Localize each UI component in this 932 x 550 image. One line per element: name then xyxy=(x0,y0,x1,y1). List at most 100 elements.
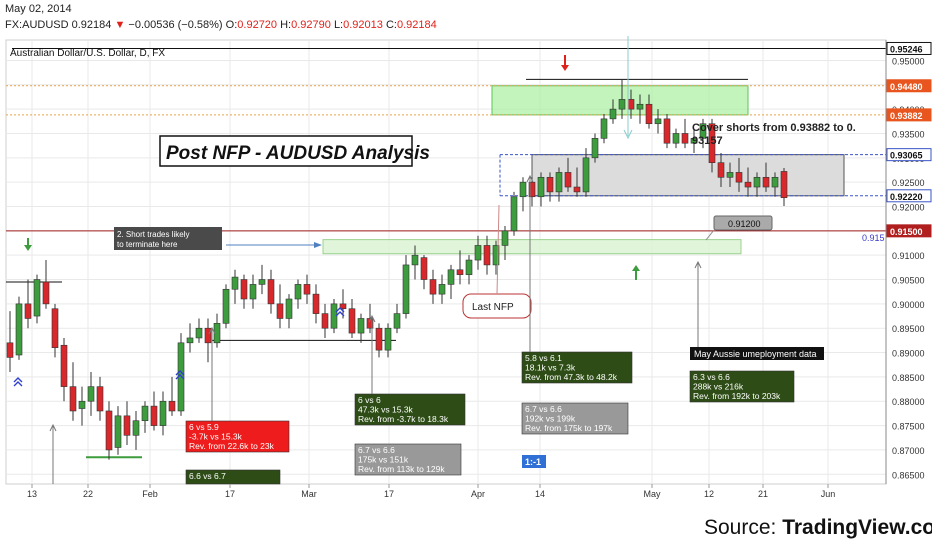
candle-body[interactable] xyxy=(546,176,554,193)
candle-body[interactable] xyxy=(384,327,392,351)
open-value: 0.92720 xyxy=(237,19,278,31)
candle-body[interactable] xyxy=(510,196,518,232)
candle-body[interactable] xyxy=(411,254,419,266)
candle-body[interactable] xyxy=(780,171,788,199)
candle-body[interactable] xyxy=(429,279,437,295)
candle-body[interactable] xyxy=(195,327,203,339)
price-label-box xyxy=(886,41,932,55)
candle-body[interactable] xyxy=(267,279,275,305)
candle-body[interactable] xyxy=(726,172,734,178)
candle-body[interactable] xyxy=(402,264,410,314)
candle-body[interactable] xyxy=(96,386,104,412)
x-tick-label: Apr xyxy=(471,489,485,499)
candle-body[interactable] xyxy=(51,308,59,348)
candle-body[interactable] xyxy=(528,181,536,198)
candle-body[interactable] xyxy=(186,337,194,344)
candle-body[interactable] xyxy=(375,327,383,351)
x-tick-label: 12 xyxy=(704,489,714,499)
candle-body[interactable] xyxy=(717,162,725,178)
candle-body[interactable] xyxy=(321,313,329,329)
candle-body[interactable] xyxy=(249,284,257,300)
candle-body[interactable] xyxy=(573,186,581,193)
candle-body[interactable] xyxy=(159,400,167,426)
candle-body[interactable] xyxy=(393,313,401,329)
candle-body[interactable] xyxy=(663,118,671,144)
candle-body[interactable] xyxy=(339,303,347,310)
candle-body[interactable] xyxy=(456,269,464,275)
candle-body[interactable] xyxy=(618,99,626,110)
symbol[interactable]: FX:AUDUSD xyxy=(5,19,69,31)
candle-body[interactable] xyxy=(150,405,158,426)
candle-body[interactable] xyxy=(114,415,122,448)
candle-body[interactable] xyxy=(78,400,86,409)
data-box-line: -3.7k vs 15.3k xyxy=(189,432,243,442)
candle-body[interactable] xyxy=(627,99,635,110)
candle-body[interactable] xyxy=(438,284,446,295)
candle-body[interactable] xyxy=(483,245,491,266)
candle-body[interactable] xyxy=(105,410,113,451)
candle-body[interactable] xyxy=(24,303,32,319)
candle-body[interactable] xyxy=(123,415,131,436)
candle-body[interactable] xyxy=(33,279,41,317)
candles[interactable] xyxy=(6,79,788,460)
price-label-box xyxy=(886,79,932,93)
candle-body[interactable] xyxy=(699,123,707,139)
candle-body[interactable] xyxy=(276,303,284,319)
candle-body[interactable] xyxy=(204,327,212,344)
candle-body[interactable] xyxy=(753,176,761,188)
candle-body[interactable] xyxy=(609,108,617,120)
candle-body[interactable] xyxy=(762,176,770,188)
down-arrow-icon: ▼ xyxy=(114,19,126,31)
candle-body[interactable] xyxy=(132,420,140,436)
source-name[interactable]: TradingView.com xyxy=(782,516,932,539)
candle-body[interactable] xyxy=(312,293,320,314)
candle-body[interactable] xyxy=(600,118,608,139)
candle-body[interactable] xyxy=(69,386,77,412)
candle-body[interactable] xyxy=(708,123,716,163)
annotations: 0.915 Post NFP - AUDUSD Analysis Cover sho… xyxy=(13,36,885,485)
candle-body[interactable] xyxy=(258,279,266,285)
candle-body[interactable] xyxy=(294,284,302,300)
candle-body[interactable] xyxy=(357,318,365,334)
candle-body[interactable] xyxy=(6,342,14,358)
candle-body[interactable] xyxy=(564,172,572,188)
data-box-line: 175k vs 151k xyxy=(358,455,409,465)
candle-body[interactable] xyxy=(492,245,500,266)
candle-body[interactable] xyxy=(42,281,50,305)
candle-body[interactable] xyxy=(744,181,752,188)
candle-body[interactable] xyxy=(690,138,698,144)
candle-body[interactable] xyxy=(168,400,176,412)
candle-body[interactable] xyxy=(285,298,293,319)
candle-body[interactable] xyxy=(636,103,644,110)
candle-body[interactable] xyxy=(654,118,662,125)
candle-body[interactable] xyxy=(303,284,311,295)
candle-body[interactable] xyxy=(330,303,338,329)
candle-body[interactable] xyxy=(60,344,68,387)
candle-body[interactable] xyxy=(447,269,455,285)
candle-body[interactable] xyxy=(231,276,239,290)
y-tick-label: 0.92500 xyxy=(892,178,925,188)
candle-body[interactable] xyxy=(582,157,590,193)
candle-body[interactable] xyxy=(501,230,509,246)
candle-body[interactable] xyxy=(672,133,680,144)
candle-body[interactable] xyxy=(240,279,248,300)
candle-body[interactable] xyxy=(420,257,428,280)
candle-body[interactable] xyxy=(771,176,779,188)
candle-body[interactable] xyxy=(222,288,230,324)
candle-body[interactable] xyxy=(591,138,599,159)
candle-body[interactable] xyxy=(555,172,563,193)
candle-body[interactable] xyxy=(348,308,356,334)
candle-body[interactable] xyxy=(141,405,149,422)
candle-body[interactable] xyxy=(366,318,374,329)
candle-body[interactable] xyxy=(465,259,473,275)
candle-body[interactable] xyxy=(681,133,689,144)
candle-body[interactable] xyxy=(645,103,653,125)
candle-body[interactable] xyxy=(537,176,545,198)
candle-body[interactable] xyxy=(15,303,23,356)
candle-body[interactable] xyxy=(87,386,95,402)
x-tick-label: Feb xyxy=(142,489,158,499)
candle-body[interactable] xyxy=(519,181,527,198)
candle-body[interactable] xyxy=(735,172,743,183)
candle-body[interactable] xyxy=(474,245,482,261)
